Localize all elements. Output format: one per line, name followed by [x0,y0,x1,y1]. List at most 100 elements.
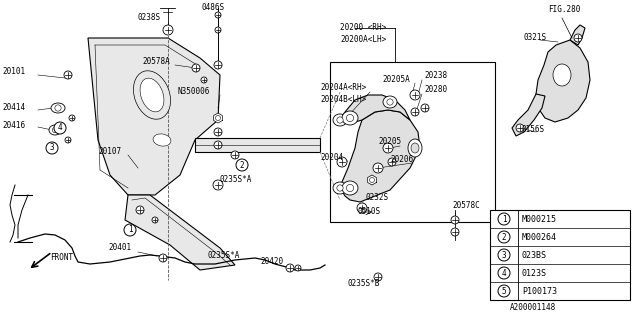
Text: 20200 <RH>: 20200 <RH> [340,22,387,31]
Circle shape [65,137,71,143]
Circle shape [214,141,222,149]
Circle shape [231,151,239,159]
Polygon shape [214,113,222,123]
Circle shape [346,114,354,122]
Circle shape [215,27,221,33]
Ellipse shape [140,78,164,112]
Circle shape [213,180,223,190]
Text: 20205: 20205 [378,138,401,147]
Circle shape [373,163,383,173]
Circle shape [374,273,382,281]
Circle shape [498,285,510,297]
Circle shape [516,124,524,132]
Polygon shape [195,138,320,152]
Text: 20414: 20414 [2,103,25,113]
Circle shape [421,104,429,112]
Text: FIG.280: FIG.280 [548,4,580,13]
Text: 20420: 20420 [260,258,283,267]
Circle shape [357,203,367,213]
Text: 0123S: 0123S [522,268,547,277]
Text: 20578A: 20578A [142,58,170,67]
Text: 3: 3 [50,143,54,153]
Ellipse shape [49,125,61,135]
Circle shape [214,128,222,136]
Polygon shape [570,25,585,45]
Circle shape [54,122,66,134]
Text: 20101: 20101 [2,68,25,76]
Polygon shape [340,95,410,122]
Text: 4: 4 [502,268,506,277]
Text: FRONT: FRONT [50,253,73,262]
Text: 2: 2 [240,161,244,170]
Text: 20204: 20204 [320,154,343,163]
Text: 5: 5 [502,286,506,295]
Text: 0510S: 0510S [358,206,381,215]
Circle shape [337,157,347,167]
Circle shape [369,178,374,182]
Text: 20204A<RH>: 20204A<RH> [320,83,366,92]
Text: 3: 3 [502,251,506,260]
Ellipse shape [342,111,358,125]
Text: 0156S: 0156S [521,125,544,134]
Text: 20205A: 20205A [382,76,410,84]
Polygon shape [536,40,590,122]
Text: 20107: 20107 [98,148,121,156]
Circle shape [498,249,510,261]
Circle shape [451,216,459,224]
Text: M000264: M000264 [522,233,557,242]
Circle shape [410,90,420,100]
Circle shape [383,143,393,153]
Circle shape [215,12,221,18]
Circle shape [55,105,61,111]
Text: 4: 4 [58,124,62,132]
Circle shape [124,224,136,236]
Text: 1: 1 [502,214,506,223]
Ellipse shape [383,96,397,108]
Text: 0238S: 0238S [138,12,161,21]
Polygon shape [340,110,420,202]
Circle shape [337,117,343,123]
Text: 023BS: 023BS [522,251,547,260]
Polygon shape [88,38,220,195]
Circle shape [286,264,294,272]
Ellipse shape [153,134,171,146]
Polygon shape [512,94,545,136]
Circle shape [411,108,419,116]
Text: 2: 2 [502,233,506,242]
Ellipse shape [333,182,347,194]
Text: 0235S*A: 0235S*A [220,175,252,185]
Bar [490,210,630,300]
Circle shape [498,213,510,225]
Circle shape [346,184,354,192]
Circle shape [451,228,459,236]
Circle shape [498,231,510,243]
Bar [330,62,495,222]
Text: 0321S: 0321S [524,33,547,42]
Circle shape [337,185,343,191]
Ellipse shape [51,103,65,113]
Text: P100173: P100173 [522,286,557,295]
Text: 1: 1 [128,226,132,235]
Circle shape [295,265,301,271]
Text: 20206: 20206 [390,156,413,164]
Text: A200001148: A200001148 [510,303,556,313]
Text: 0486S: 0486S [202,3,225,12]
Circle shape [69,115,75,121]
Text: 20200A<LH>: 20200A<LH> [340,35,387,44]
Circle shape [192,64,200,72]
Circle shape [388,158,396,166]
Text: 20416: 20416 [2,122,25,131]
Ellipse shape [342,181,358,195]
Circle shape [498,267,510,279]
Text: M000215: M000215 [522,214,557,223]
Text: 0235S*B: 0235S*B [348,278,380,287]
Ellipse shape [411,143,419,153]
Ellipse shape [553,64,571,86]
Ellipse shape [134,71,170,119]
Ellipse shape [333,114,347,126]
Text: 20401: 20401 [108,244,131,252]
Circle shape [201,77,207,83]
Text: N350006: N350006 [178,87,211,97]
Circle shape [152,217,158,223]
Circle shape [236,159,248,171]
